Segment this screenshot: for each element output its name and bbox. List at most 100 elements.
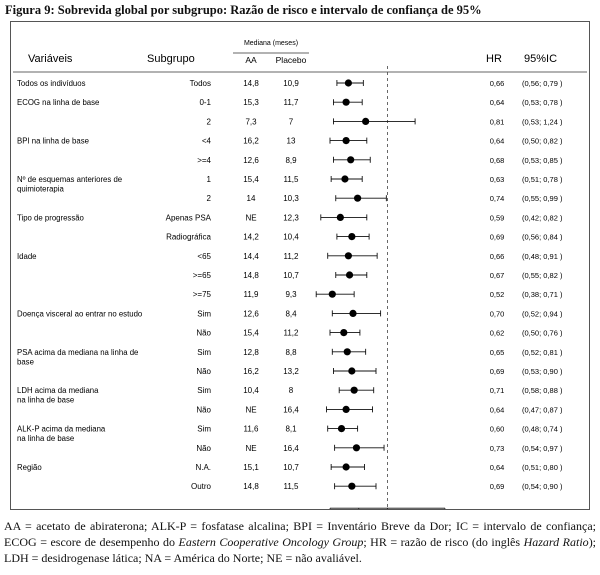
row-median-aa: 15,4 bbox=[243, 175, 259, 184]
row-ci-value: (0,56; 0,79 ) bbox=[522, 79, 563, 88]
row-hr-value: 0,69 bbox=[490, 367, 505, 376]
footnote: AA = acetato de abiraterona; ALK-P = fos… bbox=[4, 518, 596, 566]
row-median-placebo: 8,4 bbox=[285, 309, 297, 318]
hr-point bbox=[352, 444, 361, 452]
row-median-placebo: 10,3 bbox=[283, 194, 299, 203]
hr-point bbox=[336, 213, 344, 221]
row-hr-value: 0,70 bbox=[490, 309, 505, 318]
row-median-placebo: 10,7 bbox=[283, 271, 299, 280]
row-subgroup: <65 bbox=[197, 252, 211, 261]
row-subgroup: Sim bbox=[197, 386, 211, 395]
row-variable-label: base bbox=[17, 357, 34, 366]
hr-point bbox=[348, 233, 356, 241]
row-subgroup: Não bbox=[196, 444, 211, 453]
row-median-placebo: 11,5 bbox=[284, 175, 300, 184]
row-subgroup: 0-1 bbox=[199, 98, 211, 107]
row-median-aa: 14,8 bbox=[243, 482, 259, 491]
row-variable-label: Todos os indivíduos bbox=[17, 79, 86, 88]
row-median-placebo: 11,7 bbox=[284, 98, 300, 107]
row-variable-label: PSA acima da mediana na linha de bbox=[17, 348, 138, 357]
hr-point bbox=[340, 329, 348, 337]
row-variable-label: Tipo de progressão bbox=[17, 213, 85, 222]
hr-point bbox=[347, 156, 355, 164]
hr-point bbox=[337, 425, 346, 433]
footnote-text-1: AA = acetato de abiraterona; ALK-P = fos… bbox=[4, 519, 596, 549]
row-median-aa: 11,9 bbox=[244, 290, 260, 299]
hr-point bbox=[341, 175, 349, 183]
hr-point bbox=[362, 117, 370, 125]
row-hr-value: 0,69 bbox=[490, 233, 505, 242]
row-median-aa: 15,1 bbox=[243, 463, 259, 472]
row-variable-label: Idade bbox=[17, 252, 37, 261]
row-median-aa: 14 bbox=[247, 194, 256, 203]
row-ci-value: (0,48; 0,91 ) bbox=[522, 252, 563, 261]
row-ci-value: (0,38; 0,71 ) bbox=[522, 290, 563, 299]
row-ci-value: (0,54; 0,90 ) bbox=[522, 482, 563, 491]
header-subgroup: Subgrupo bbox=[147, 53, 195, 65]
row-hr-value: 0,71 bbox=[490, 386, 505, 395]
row-hr-value: 0,73 bbox=[490, 444, 505, 453]
row-hr-value: 0,69 bbox=[490, 482, 505, 491]
row-ci-value: (0,58; 0,88 ) bbox=[522, 386, 563, 395]
row-median-aa: 10,4 bbox=[243, 386, 259, 395]
row-hr-value: 0,59 bbox=[490, 213, 505, 222]
row-variable-label: ALK-P acima da mediana bbox=[17, 425, 106, 434]
row-median-placebo: 12,3 bbox=[283, 213, 299, 222]
row-hr-value: 0,66 bbox=[490, 79, 505, 88]
row-subgroup: Sim bbox=[197, 309, 211, 318]
row-hr-value: 0,67 bbox=[490, 271, 505, 280]
header-placebo: Placebo bbox=[276, 55, 307, 65]
row-subgroup: Não bbox=[196, 367, 211, 376]
row-median-aa: 16,2 bbox=[243, 367, 259, 376]
row-variable-label: na linha de base bbox=[17, 396, 74, 405]
row-subgroup: <4 bbox=[202, 137, 212, 146]
row-subgroup: >=4 bbox=[197, 156, 211, 165]
row-variable-label: ECOG na linha de base bbox=[17, 98, 99, 107]
row-ci-value: (0,50; 0,82 ) bbox=[522, 137, 563, 146]
forest-plot: Variáveis Subgrupo Mediana (meses) AA Pl… bbox=[13, 40, 587, 509]
row-median-aa: 14,8 bbox=[243, 271, 259, 280]
row-subgroup: 2 bbox=[207, 194, 212, 203]
row-hr-value: 0,52 bbox=[490, 290, 505, 299]
row-ci-value: (0,51; 0,78 ) bbox=[522, 175, 563, 184]
row-median-placebo: 10,4 bbox=[283, 233, 299, 242]
row-ci-value: (0,54; 0,97 ) bbox=[522, 444, 563, 453]
hr-point bbox=[342, 137, 350, 145]
row-ci-value: (0,53; 1,24 ) bbox=[522, 117, 563, 126]
row-median-placebo: 10,9 bbox=[283, 79, 299, 88]
row-ci-value: (0,53; 0,78 ) bbox=[522, 98, 563, 107]
hr-point bbox=[350, 386, 358, 394]
row-ci-value: (0,56; 0,84 ) bbox=[522, 233, 563, 242]
hr-point bbox=[344, 252, 352, 260]
row-hr-value: 0,81 bbox=[490, 117, 505, 126]
hr-point bbox=[342, 98, 350, 106]
row-median-aa: 7,3 bbox=[245, 117, 257, 126]
row-median-placebo: 9,3 bbox=[285, 290, 297, 299]
hr-point bbox=[342, 405, 350, 413]
row-subgroup: Sim bbox=[197, 348, 211, 357]
hr-point bbox=[328, 290, 336, 298]
row-hr-value: 0,74 bbox=[490, 194, 505, 203]
row-ci-value: (0,53; 0,85 ) bbox=[522, 156, 563, 165]
row-hr-value: 0,68 bbox=[490, 156, 505, 165]
row-median-placebo: 8,8 bbox=[285, 348, 297, 357]
row-median-placebo: 8,1 bbox=[285, 425, 297, 434]
header-variables: Variáveis bbox=[28, 53, 73, 65]
header-ci: 95%IC bbox=[524, 53, 557, 65]
row-variable-label: LDH acima da mediana bbox=[17, 386, 99, 395]
row-ci-value: (0,53; 0,90 ) bbox=[522, 367, 563, 376]
row-median-placebo: 11,5 bbox=[284, 482, 300, 491]
row-median-placebo: 8 bbox=[289, 386, 294, 395]
footnote-text-2: ; HR = razão de risco (do inglês bbox=[363, 535, 524, 549]
row-ci-value: (0,42; 0,82 ) bbox=[522, 213, 563, 222]
row-subgroup: Radiográfica bbox=[166, 233, 211, 242]
row-hr-value: 0,60 bbox=[490, 425, 505, 434]
header-median: Mediana (meses) bbox=[244, 40, 298, 47]
hr-point bbox=[342, 463, 350, 471]
row-subgroup: 2 bbox=[207, 117, 212, 126]
row-variable-label: quimioterapia bbox=[17, 185, 64, 194]
hr-point bbox=[348, 482, 356, 490]
row-subgroup: Apenas PSA bbox=[166, 213, 212, 222]
row-hr-value: 0,64 bbox=[490, 137, 505, 146]
